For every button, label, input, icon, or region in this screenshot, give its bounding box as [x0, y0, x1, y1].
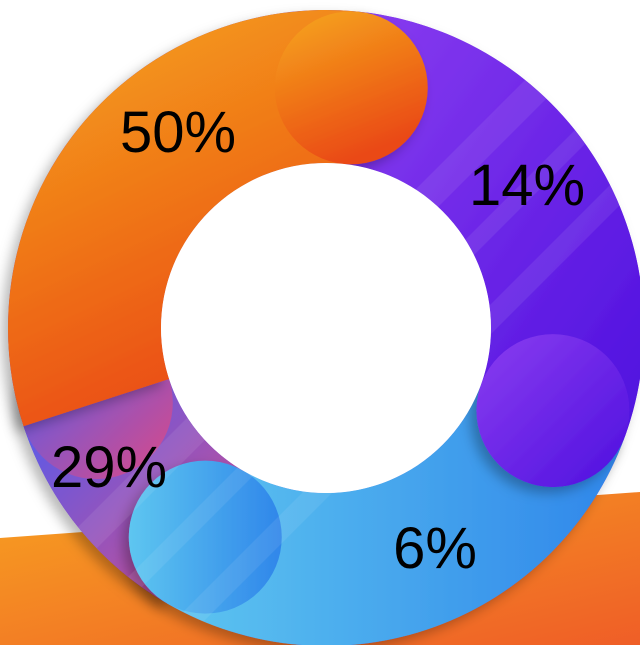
slice-label-50: 50% [120, 100, 236, 165]
slice-label-29: 29% [51, 435, 167, 500]
slice-6-cap [128, 460, 282, 614]
donut-hole [161, 163, 491, 493]
slice-50-cap [274, 11, 428, 165]
slice-label-14: 14% [469, 153, 585, 218]
slice-label-6: 6% [393, 516, 477, 581]
slice-50 [8, 9, 428, 427]
slice-14-cap [476, 334, 630, 488]
